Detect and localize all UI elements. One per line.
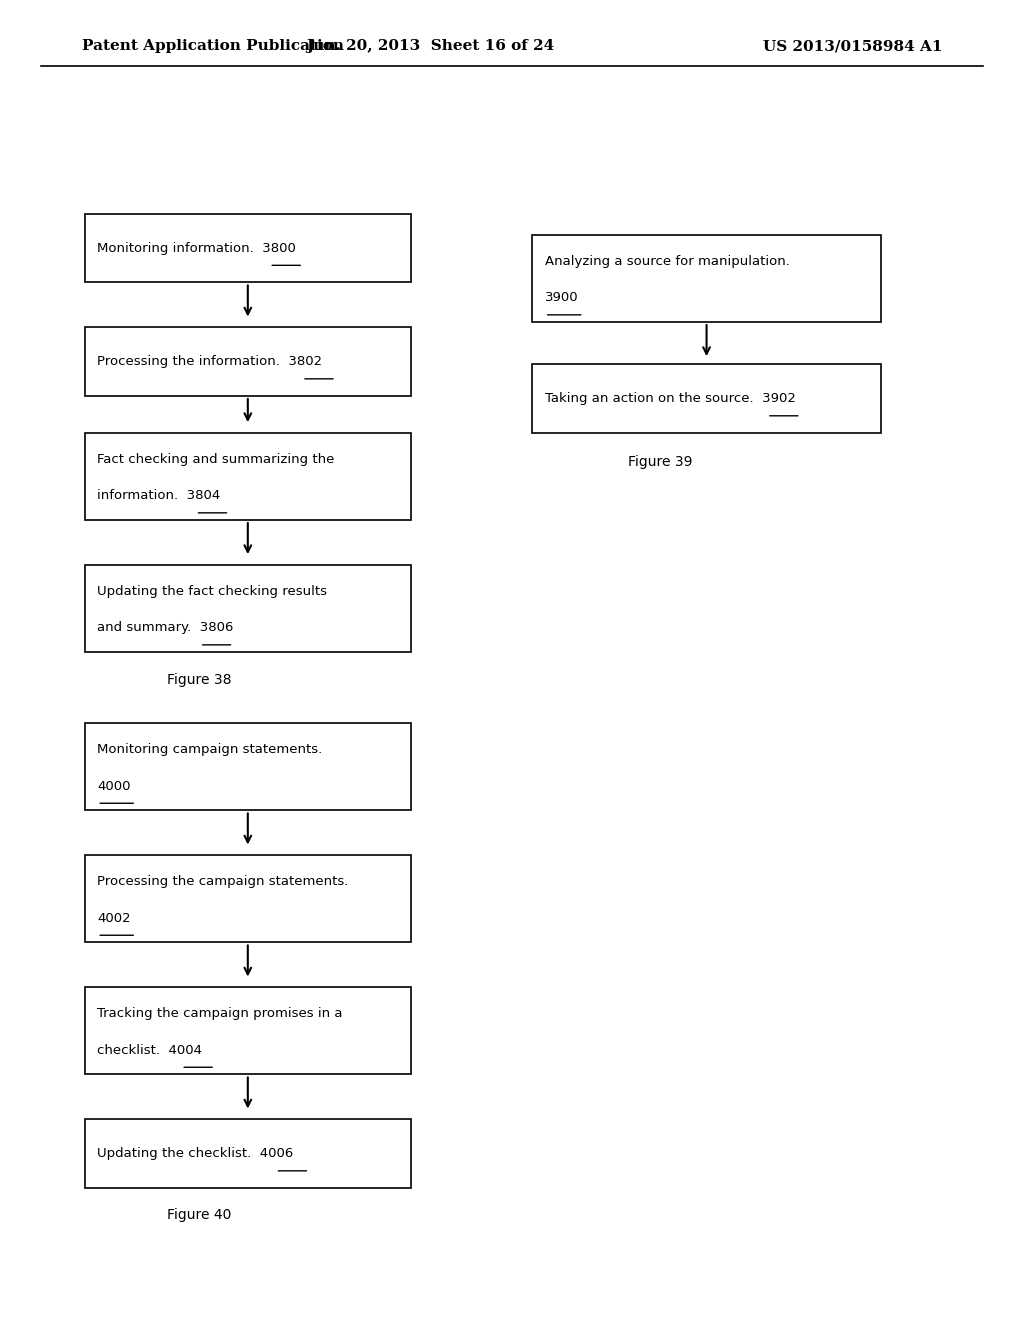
Text: 4002: 4002 <box>97 912 131 924</box>
Text: US 2013/0158984 A1: US 2013/0158984 A1 <box>763 40 942 53</box>
Text: Monitoring campaign statements.: Monitoring campaign statements. <box>97 743 323 756</box>
Text: Updating the checklist.  4006: Updating the checklist. 4006 <box>97 1147 294 1160</box>
Text: Updating the fact checking results: Updating the fact checking results <box>97 585 328 598</box>
Text: Processing the information.  3802: Processing the information. 3802 <box>97 355 323 368</box>
Text: Patent Application Publication: Patent Application Publication <box>82 40 344 53</box>
Bar <box>85 565 411 652</box>
Bar <box>532 235 881 322</box>
Text: Processing the campaign statements.: Processing the campaign statements. <box>97 875 348 888</box>
Text: Taking an action on the source.  3902: Taking an action on the source. 3902 <box>545 392 796 405</box>
Bar <box>85 855 411 942</box>
Bar <box>85 987 411 1074</box>
Text: and summary.  3806: and summary. 3806 <box>97 622 233 634</box>
Bar <box>85 214 411 282</box>
Text: 4000: 4000 <box>97 780 131 792</box>
Text: checklist.  4004: checklist. 4004 <box>97 1044 203 1056</box>
Bar <box>85 723 411 810</box>
Text: Figure 39: Figure 39 <box>629 455 692 470</box>
Text: Jun. 20, 2013  Sheet 16 of 24: Jun. 20, 2013 Sheet 16 of 24 <box>306 40 554 53</box>
Text: Monitoring information.  3800: Monitoring information. 3800 <box>97 242 296 255</box>
Text: Fact checking and summarizing the: Fact checking and summarizing the <box>97 453 335 466</box>
Text: information.  3804: information. 3804 <box>97 490 220 502</box>
Text: Figure 38: Figure 38 <box>168 673 231 688</box>
Bar <box>85 1119 411 1188</box>
Text: 3900: 3900 <box>545 292 579 304</box>
Text: Analyzing a source for manipulation.: Analyzing a source for manipulation. <box>545 255 790 268</box>
Text: Figure 40: Figure 40 <box>168 1208 231 1222</box>
Bar <box>85 433 411 520</box>
Bar <box>85 327 411 396</box>
Text: Tracking the campaign promises in a: Tracking the campaign promises in a <box>97 1007 343 1020</box>
Bar <box>532 364 881 433</box>
